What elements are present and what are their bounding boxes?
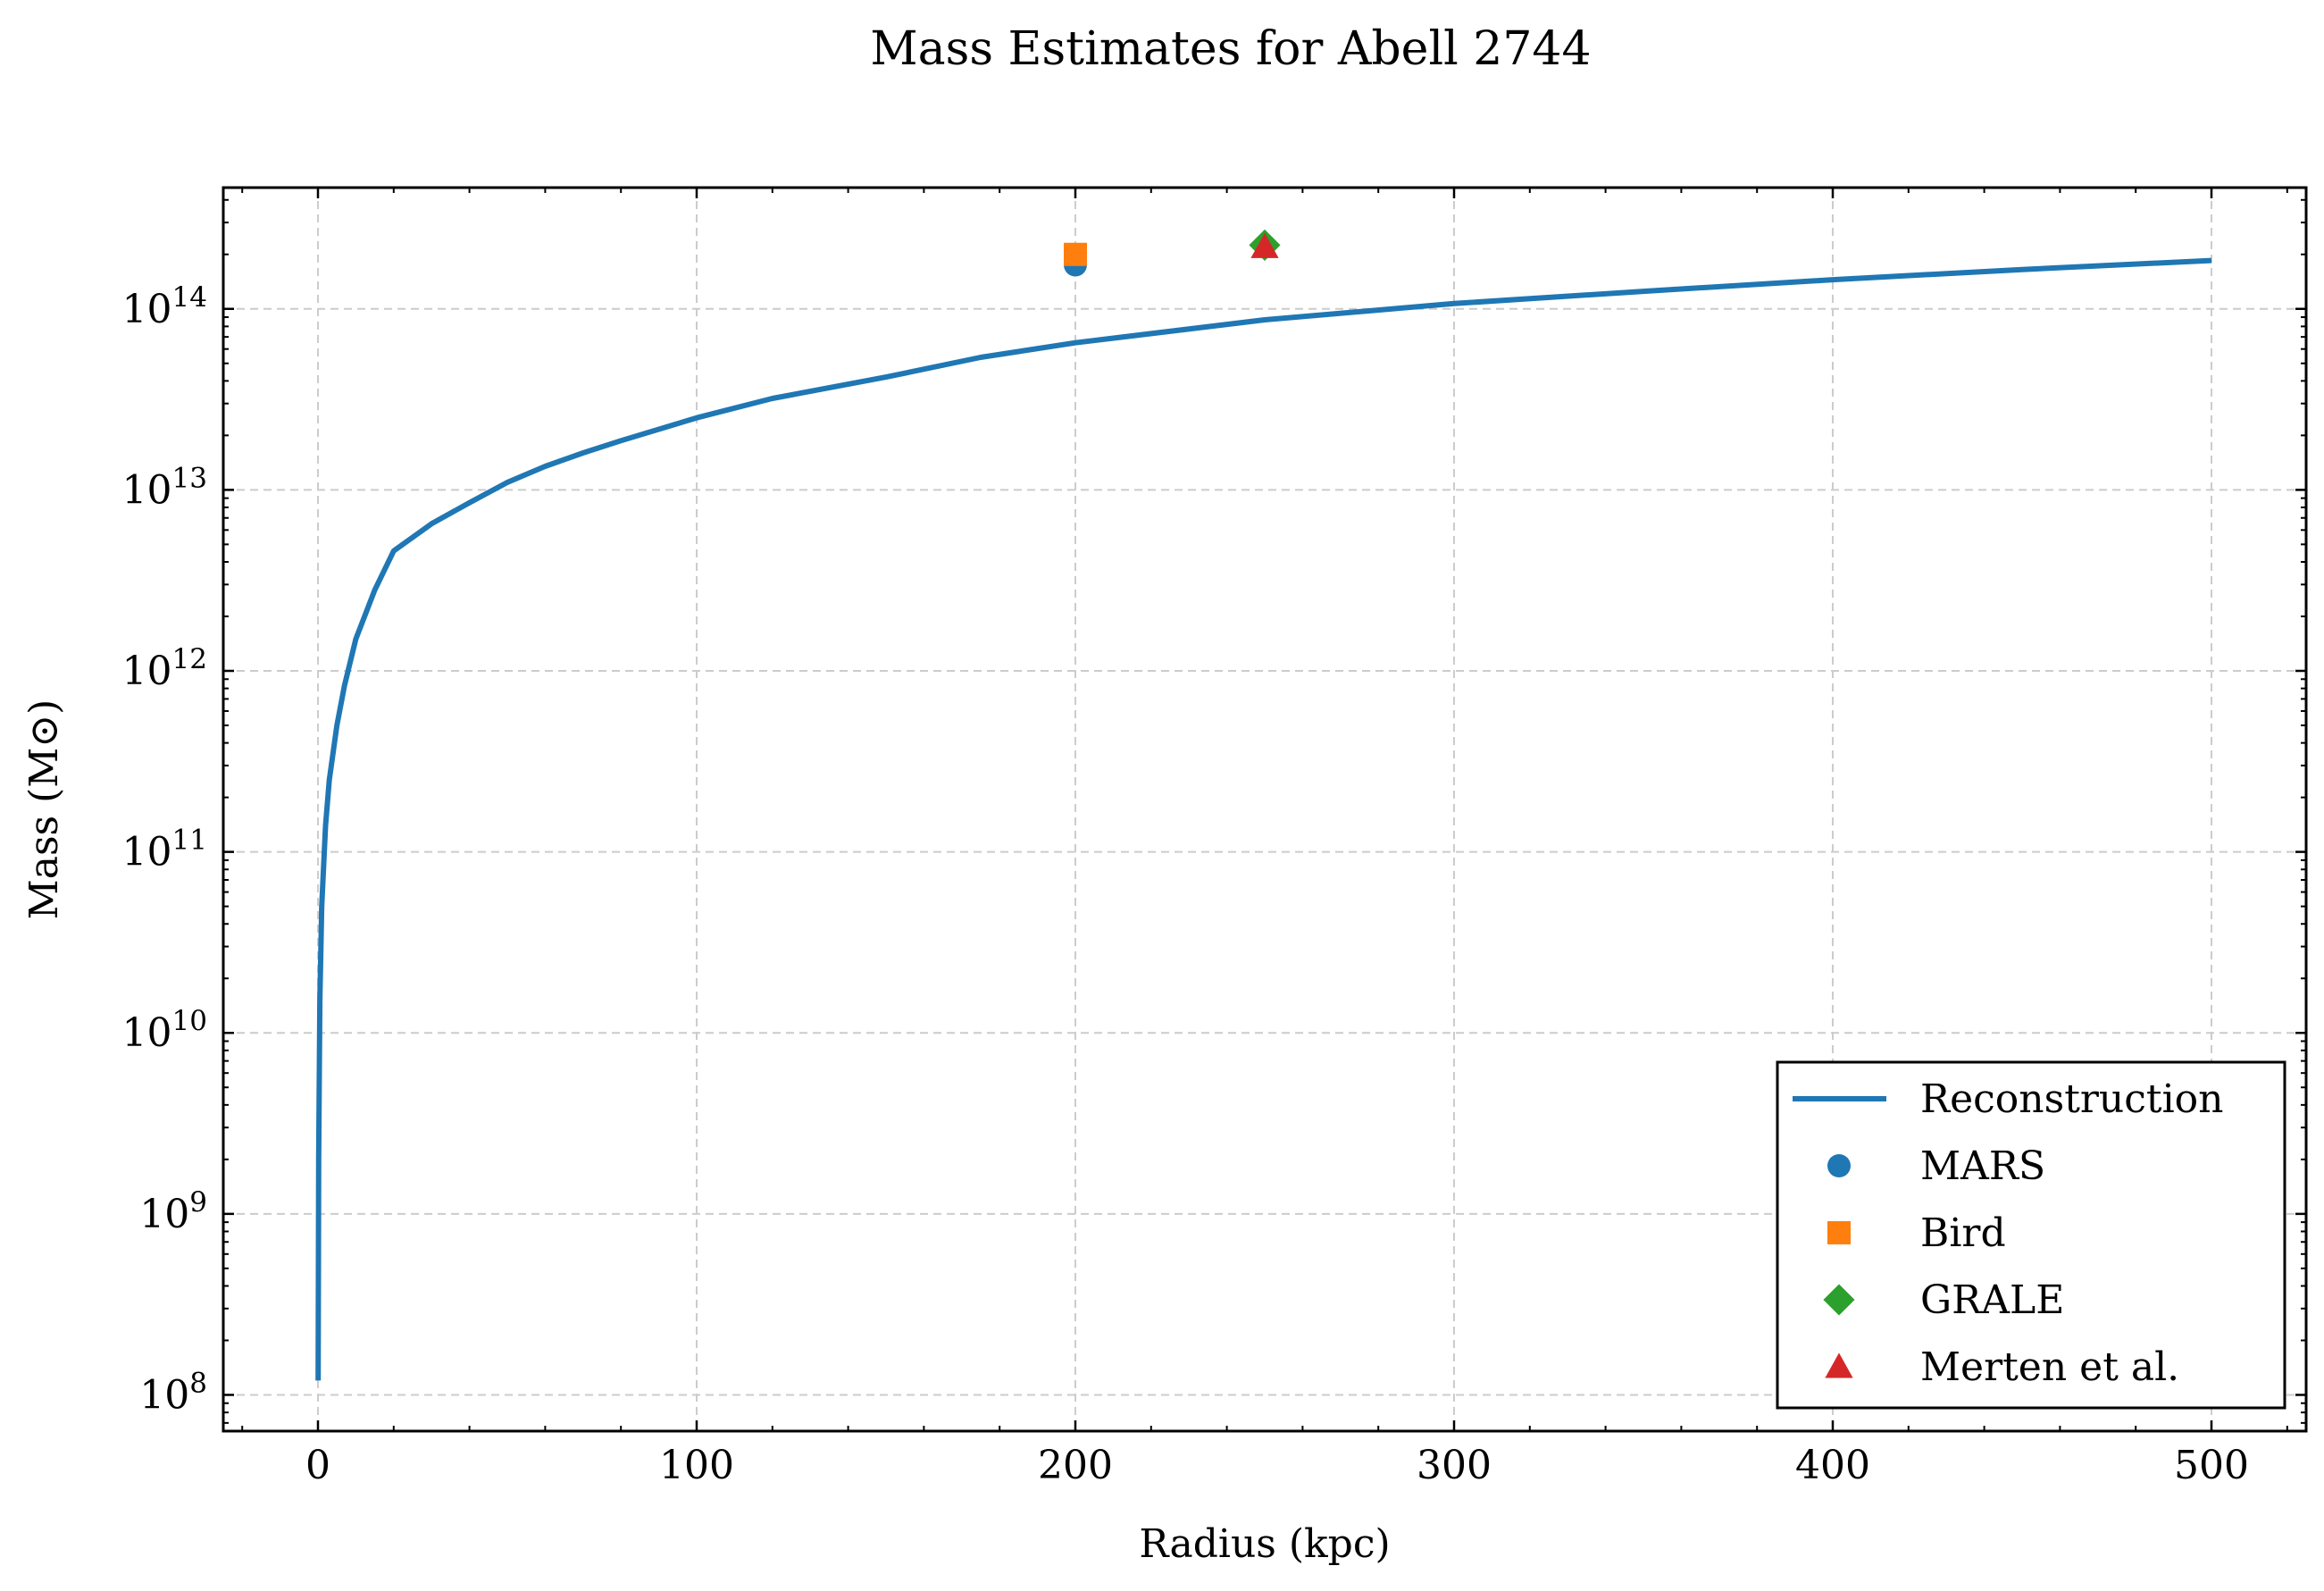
y-tick-label: 109: [139, 1186, 207, 1237]
legend-label-merten-et-al: Merten et al.: [1920, 1344, 2179, 1390]
x-tick-label: 0: [305, 1443, 330, 1488]
bird-point: [1064, 242, 1087, 266]
y-tick-label: 1011: [122, 825, 207, 875]
legend-swatch-mars: [1827, 1154, 1851, 1177]
legend: Reconstruction MARS Bird GRALE Merten et al.: [1776, 1060, 2286, 1410]
axis-ticks: 0 100 200 300 400 500 108 109 1010 1011 1012 1013 10…: [122, 188, 2306, 1488]
x-axis-label: Radius (kpc): [1139, 1521, 1390, 1567]
legend-swatch-merten-et-al: [1825, 1352, 1853, 1378]
y-axis-label: Mass (M⊙): [21, 699, 67, 920]
y-tick-label: 1010: [122, 1005, 207, 1056]
plot-series: [315, 229, 2212, 1381]
legend-label-mars: MARS: [1920, 1143, 2045, 1189]
x-tick-label: 300: [1417, 1443, 1492, 1488]
legend-swatch-bird: [1827, 1221, 1851, 1244]
merten-et-al-point: [1250, 232, 1279, 258]
x-tick-label: 200: [1038, 1443, 1113, 1488]
legend-label-bird: Bird: [1920, 1210, 2006, 1256]
y-tick-label: 1014: [122, 281, 207, 332]
reconstruction-line: [315, 257, 2212, 1381]
x-tick-label: 100: [659, 1443, 734, 1488]
y-tick-label: 108: [139, 1367, 207, 1418]
y-tick-label: 1012: [122, 643, 207, 694]
x-tick-label: 500: [2174, 1443, 2249, 1488]
legend-swatch-grale: [1823, 1284, 1855, 1316]
plot-area-frame: [222, 186, 2308, 1433]
y-tick-label: 1013: [122, 462, 207, 513]
legend-label-grale: GRALE: [1920, 1277, 2064, 1323]
legend-label-reconstruction: Reconstruction: [1920, 1076, 2224, 1122]
chart-title: Mass Estimates for Abell 2744: [870, 22, 1591, 76]
x-tick-label: 400: [1795, 1443, 1870, 1488]
legend-frame: [1776, 1060, 2286, 1410]
